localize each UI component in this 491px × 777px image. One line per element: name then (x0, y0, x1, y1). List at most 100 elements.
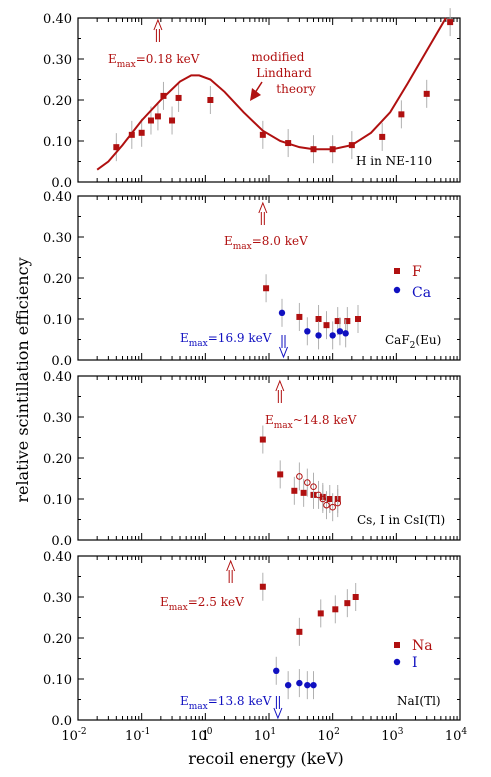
y-tick-label: 0.40 (43, 12, 72, 27)
y-tick-label: 0.20 (43, 452, 72, 467)
y-tick-label: 0.30 (43, 411, 72, 426)
data-point (273, 667, 280, 674)
theory-curve (96, 17, 447, 171)
y-tick-label: 0.20 (43, 94, 72, 109)
emax-annotation-csi: Emax~14.8 keV (265, 413, 357, 431)
y-tick-label: 0.40 (43, 370, 72, 385)
emax-arrow-f (258, 201, 268, 225)
data-point (259, 131, 266, 138)
data-point (329, 332, 336, 339)
x-axis-title: recoil energy (keV) (188, 749, 344, 768)
x-tick-label: 104 (445, 727, 468, 744)
y-tick-label: 0.10 (43, 313, 72, 328)
data-point (296, 679, 303, 687)
data-point (296, 628, 303, 635)
data-point-open (319, 495, 327, 503)
y-tick-label: 0.30 (43, 591, 72, 606)
y-tick-label: 0.30 (43, 231, 72, 246)
data-point-open (310, 483, 317, 491)
x-tick-label: 102 (318, 727, 340, 744)
data-point (344, 318, 351, 325)
panel-label-h: H in NE-110 (356, 154, 432, 168)
data-point (326, 496, 333, 502)
emax-annotation-na: Emax=2.5 keV (160, 595, 244, 613)
data-point (263, 285, 270, 292)
legend-marker-f (394, 268, 400, 274)
data-point (398, 111, 405, 118)
y-tick-label: 0.10 (43, 493, 72, 508)
data-point (128, 131, 135, 138)
emax-annotation-ca: Emax=16.9 keV (180, 331, 272, 349)
data-point (304, 328, 311, 335)
data-point (315, 332, 322, 339)
data-point (447, 19, 454, 26)
theory-label-line1: modified (252, 50, 305, 64)
x-tick-label: 101 (254, 727, 276, 744)
data-point (113, 144, 120, 151)
emax-arrow-csi (275, 379, 285, 403)
y-tick-label: 0.30 (43, 53, 72, 68)
data-point (317, 610, 324, 617)
data-point-open (304, 479, 311, 486)
data-point (207, 97, 214, 103)
panel-label-caf2: CaF2(Eu) (385, 333, 441, 351)
x-tick-label: 10-1 (125, 727, 150, 744)
legend-label-f: F (412, 264, 422, 280)
theory-label-line3: theory (276, 82, 316, 96)
data-point (278, 309, 286, 317)
theory-label-line2: Lindhard (256, 66, 312, 80)
emax-arrow-ca (279, 335, 288, 359)
data-point (379, 133, 386, 140)
data-point (355, 316, 362, 322)
data-point (160, 92, 167, 99)
data-point (336, 328, 344, 335)
data-point (323, 322, 330, 329)
x-tick-label: 1 (201, 729, 209, 744)
data-point-open (323, 501, 330, 509)
x-tick-label: 103 (381, 727, 404, 744)
data-point (175, 94, 182, 101)
panel-4: 0.0 0.10 0.20 0.30 0.40 (43, 550, 461, 729)
panel-label-nai: NaI(Tl) (397, 694, 441, 708)
data-point (352, 594, 359, 600)
y-tick-label: 0.0 (51, 534, 72, 549)
emax-arrow-i (273, 696, 283, 720)
data-point (296, 313, 303, 320)
data-point (284, 681, 292, 689)
y-tick-label: 0.0 (51, 176, 72, 191)
panel-label-csi: Cs, I in CsI(Tl) (357, 513, 445, 527)
emax-annotation-f: Emax=8.0 keV (224, 234, 308, 252)
theory-pointer-head (250, 88, 261, 101)
y-tick-label: 0.40 (43, 190, 72, 205)
data-point (147, 117, 154, 124)
panel-1: 0.0 0.10 0.20 0.30 0.40 (43, 8, 461, 191)
data-point-open (315, 491, 322, 499)
y-tick-label: 0.20 (43, 272, 72, 287)
y-tick-label: 0.0 (51, 714, 72, 729)
legend-label-ca: Ca (412, 285, 431, 301)
y-tick-label: 0.0 (51, 354, 72, 369)
emax-arrow-na (226, 559, 236, 583)
data-point-open (334, 499, 342, 507)
data-point-open (329, 503, 336, 511)
data-point (332, 606, 339, 613)
data-point (259, 436, 266, 443)
y-tick-label: 0.20 (43, 632, 72, 647)
y-tick-label: 0.10 (43, 135, 72, 150)
data-point (304, 681, 311, 689)
legend-marker-na (394, 642, 400, 648)
data-point (342, 330, 349, 337)
legend-marker-i (393, 658, 401, 666)
data-point (300, 489, 307, 496)
data-point (423, 90, 430, 97)
data-point (315, 316, 322, 322)
data-point-open (296, 473, 303, 480)
y-tick-label: 0.10 (43, 673, 72, 688)
data-point (138, 129, 145, 136)
x-tick-label: 10-2 (61, 727, 86, 744)
legend-marker-ca (393, 286, 401, 294)
y-axis-title: relative scintillation efficiency (13, 257, 32, 502)
panel-2: 0.0 0.10 0.20 0.30 0.40 (43, 190, 461, 369)
y-tick-label: 0.40 (43, 550, 72, 565)
